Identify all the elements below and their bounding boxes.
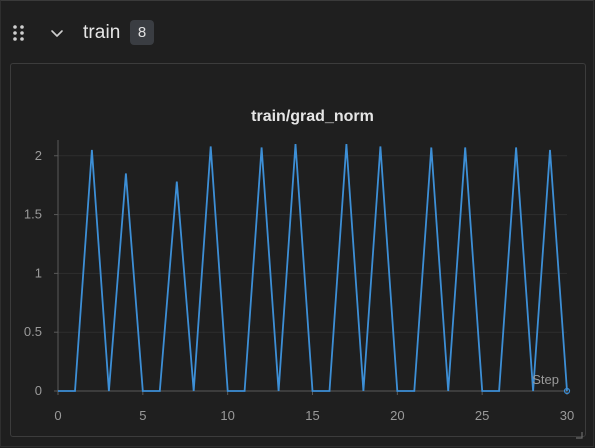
x-tick-label: 10 [220, 408, 234, 423]
y-tick-label: 0.5 [24, 324, 42, 339]
y-tick-label: 1.5 [24, 207, 42, 222]
tick-labels: 00.511.520 5 10 15 20 25 30 [24, 148, 574, 423]
x-tick-label: 30 [560, 408, 574, 423]
series-layer [58, 143, 571, 395]
y-tick-label: 1 [35, 265, 42, 280]
chevron-down-icon[interactable] [49, 25, 65, 41]
panel-count-badge: 8 [130, 20, 154, 45]
x-axis-label: Step [532, 372, 559, 387]
x-tick-label: 15 [305, 408, 319, 423]
axes [57, 140, 567, 392]
x-tick-label: 20 [390, 408, 404, 423]
x-tick-label: 0 [54, 408, 61, 423]
y-tick-label: 0 [35, 383, 42, 398]
x-tick-label: 5 [139, 408, 146, 423]
series-last-point [563, 387, 571, 395]
chart-panel[interactable]: train/grad_norm 0 0.5 1 1.5 2 0 5 10 15 20 25 30 St… [10, 63, 586, 439]
grid-lines [58, 155, 567, 333]
section-title[interactable]: train [83, 22, 121, 43]
chart-title: train/grad_norm [251, 108, 374, 125]
series-line-0 [58, 143, 568, 392]
resize-handle-icon[interactable] [575, 426, 583, 439]
x-tick-label: 25 [475, 408, 489, 423]
line-chart: train/grad_norm 00.511.520 5 10 15 20 25 30 St… [24, 108, 574, 423]
drag-handle-icon[interactable] [12, 24, 26, 42]
y-tick-label: 2 [35, 148, 42, 163]
section-header: train 8 [1, 15, 595, 51]
